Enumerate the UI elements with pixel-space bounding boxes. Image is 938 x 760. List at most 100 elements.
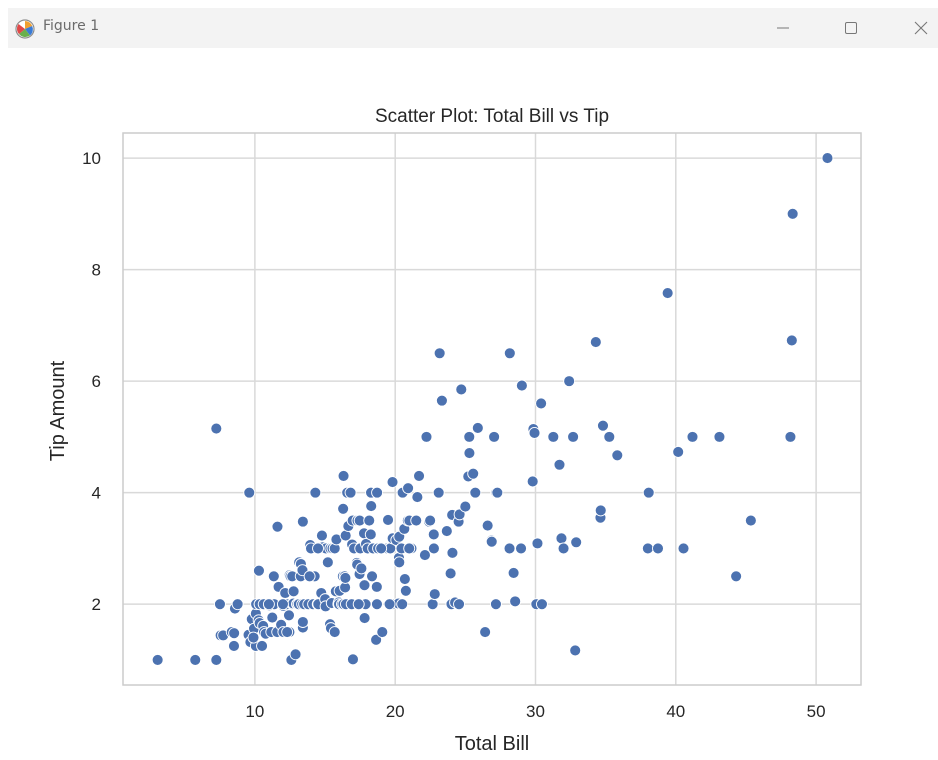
scatter-point — [509, 595, 522, 608]
maximize-button[interactable] — [828, 8, 874, 48]
x-axis-label: Total Bill — [455, 733, 529, 755]
y-axis-label: Tip Amount — [47, 360, 69, 461]
scatter-point — [686, 430, 699, 443]
scatter-point — [309, 486, 322, 499]
scatter-point — [312, 542, 324, 555]
scatter-point — [262, 598, 275, 611]
scatter-point — [337, 469, 350, 482]
scatter-point — [469, 486, 482, 499]
scatter-point — [428, 588, 441, 601]
scatter-point — [413, 469, 425, 482]
scatter-point — [713, 430, 726, 443]
scatter-point — [296, 616, 309, 628]
scatter-point — [243, 486, 256, 499]
scatter-point — [370, 633, 383, 646]
scatter-point — [433, 347, 446, 360]
scatter-point — [383, 598, 396, 611]
x-tick-label: 50 — [807, 702, 826, 721]
scatter-point — [402, 482, 415, 495]
scatter-point — [399, 584, 412, 597]
scatter-point — [426, 598, 439, 611]
scatter-point — [444, 567, 457, 580]
scatter-point — [672, 445, 685, 458]
x-tick-label: 40 — [666, 702, 685, 721]
scatter-point — [316, 529, 328, 542]
scatter-point — [553, 458, 566, 471]
scatter-point — [570, 536, 583, 549]
scatter-point — [463, 430, 476, 443]
scatter-point — [289, 648, 302, 661]
scatter-point — [287, 585, 300, 598]
scatter-point — [569, 644, 582, 657]
scatter-point — [459, 500, 472, 513]
scatter-point — [597, 419, 609, 432]
minimize-icon — [776, 21, 790, 35]
scatter-point — [479, 626, 492, 638]
scatter-point — [786, 207, 799, 220]
scatter-point — [821, 152, 834, 165]
scatter-point — [355, 562, 368, 575]
scatter-point — [491, 486, 504, 499]
scatter-point — [661, 287, 674, 299]
scatter-point — [467, 467, 480, 480]
y-tick-label: 6 — [92, 372, 101, 391]
scatter-point — [398, 573, 411, 586]
scatter-point — [303, 570, 316, 583]
scatter-point — [485, 535, 498, 548]
x-tick-label: 30 — [526, 702, 545, 721]
y-tick-label: 8 — [92, 261, 101, 280]
scatter-point — [515, 542, 527, 555]
scatter-point — [375, 542, 388, 555]
scatter-point — [365, 500, 378, 512]
scatter-point — [396, 598, 409, 611]
close-button[interactable] — [898, 8, 938, 48]
scatter-point — [730, 570, 743, 583]
y-tick-label: 2 — [92, 595, 101, 614]
scatter-point — [531, 537, 544, 550]
scatter-point — [376, 626, 389, 638]
x-tick-label: 10 — [245, 702, 264, 721]
scatter-point — [677, 542, 690, 555]
scatter-point — [526, 475, 539, 488]
scatter-point — [515, 379, 528, 392]
plot-frame — [122, 132, 862, 686]
data-points — [151, 152, 834, 666]
scatter-point — [784, 430, 797, 443]
scatter-point — [455, 383, 468, 396]
scatter-point — [281, 626, 294, 638]
scatter-point — [364, 528, 377, 541]
scatter-point — [641, 542, 654, 555]
scatter-point — [418, 549, 431, 562]
scatter-point — [567, 430, 580, 443]
scatter-point — [370, 580, 383, 593]
scatter-point — [403, 542, 416, 555]
scatter-point — [366, 570, 378, 583]
scatter-point — [363, 514, 376, 527]
minimize-button[interactable] — [760, 8, 806, 48]
matplotlib-figure-icon — [14, 18, 36, 40]
scatter-point — [410, 514, 423, 527]
scatter-point — [296, 515, 309, 528]
scatter-point — [535, 598, 548, 611]
scatter-point — [358, 579, 371, 592]
x-tick-labels: 10 20 30 40 50 — [245, 702, 825, 721]
scatter-point — [503, 347, 516, 360]
scatter-point — [744, 514, 757, 527]
scatter-chart: 10 20 30 40 50 2 4 6 8 10 Scatter Plot: Total Bi… — [47, 106, 862, 755]
x-tick-label: 20 — [386, 702, 405, 721]
scatter-point — [253, 564, 265, 577]
scatter-point — [371, 598, 383, 611]
scatter-point — [611, 449, 624, 462]
scatter-point — [228, 640, 240, 652]
scatter-point — [785, 334, 798, 347]
scatter-point — [358, 612, 371, 625]
scatter-point — [427, 542, 440, 555]
scatter-point — [382, 514, 394, 526]
y-tick-labels: 2 4 6 8 10 — [82, 149, 101, 614]
scatter-point — [247, 631, 260, 644]
window-titlebar: Figure 1 — [8, 8, 938, 48]
scatter-point — [481, 519, 494, 532]
scatter-point — [151, 653, 164, 666]
scatter-point — [435, 394, 448, 407]
scatter-point — [427, 528, 440, 541]
